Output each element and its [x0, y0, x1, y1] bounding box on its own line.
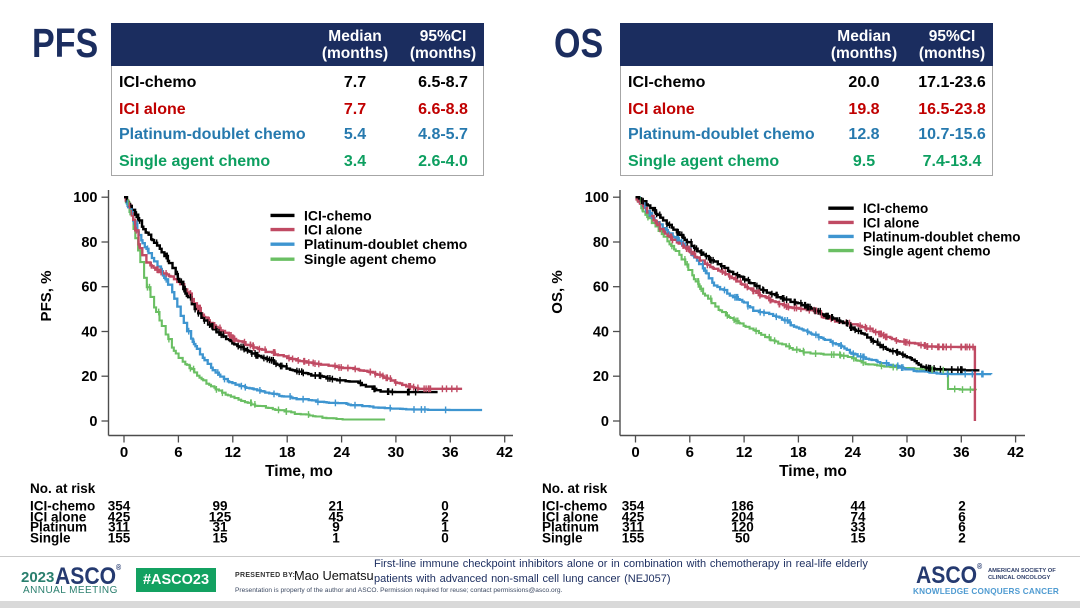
svg-text:80: 80 — [593, 235, 609, 251]
svg-text:100: 100 — [73, 190, 97, 206]
svg-text:6: 6 — [174, 444, 182, 461]
svg-text:42: 42 — [1007, 444, 1024, 461]
svg-text:30: 30 — [388, 444, 405, 461]
svg-text:20: 20 — [81, 369, 97, 385]
svg-text:42: 42 — [496, 444, 513, 461]
svg-text:30: 30 — [899, 444, 916, 461]
svg-text:Single agent chemo: Single agent chemo — [304, 251, 436, 267]
svg-text:OS, %: OS, % — [549, 270, 566, 313]
svg-text:ICI-chemo: ICI-chemo — [863, 201, 928, 216]
svg-text:40: 40 — [593, 325, 609, 341]
svg-text:Platinum-doublet chemo: Platinum-doublet chemo — [863, 229, 1021, 244]
svg-text:12: 12 — [736, 444, 753, 461]
svg-text:0: 0 — [601, 414, 609, 430]
svg-text:36: 36 — [953, 444, 970, 461]
svg-text:Time, mo: Time, mo — [779, 463, 847, 480]
svg-text:60: 60 — [593, 280, 609, 296]
svg-text:ICI alone: ICI alone — [304, 222, 363, 238]
svg-text:Time, mo: Time, mo — [265, 463, 333, 480]
svg-text:24: 24 — [333, 444, 350, 461]
svg-text:Platinum-doublet chemo: Platinum-doublet chemo — [304, 236, 467, 252]
svg-text:0: 0 — [89, 414, 97, 430]
svg-text:0: 0 — [631, 444, 639, 461]
svg-text:80: 80 — [81, 235, 97, 251]
svg-text:18: 18 — [279, 444, 296, 461]
svg-text:40: 40 — [81, 325, 97, 341]
svg-text:100: 100 — [585, 190, 609, 206]
svg-text:ICI alone: ICI alone — [863, 215, 920, 230]
svg-text:Single agent chemo: Single agent chemo — [863, 244, 991, 259]
svg-text:6: 6 — [686, 444, 694, 461]
svg-text:0: 0 — [120, 444, 128, 461]
svg-text:PFS, %: PFS, % — [38, 271, 55, 322]
svg-text:12: 12 — [224, 444, 241, 461]
svg-text:60: 60 — [81, 280, 97, 296]
svg-text:24: 24 — [844, 444, 861, 461]
svg-text:ICI-chemo: ICI-chemo — [304, 207, 372, 223]
svg-text:20: 20 — [593, 369, 609, 385]
svg-text:36: 36 — [442, 444, 459, 461]
svg-text:18: 18 — [790, 444, 807, 461]
